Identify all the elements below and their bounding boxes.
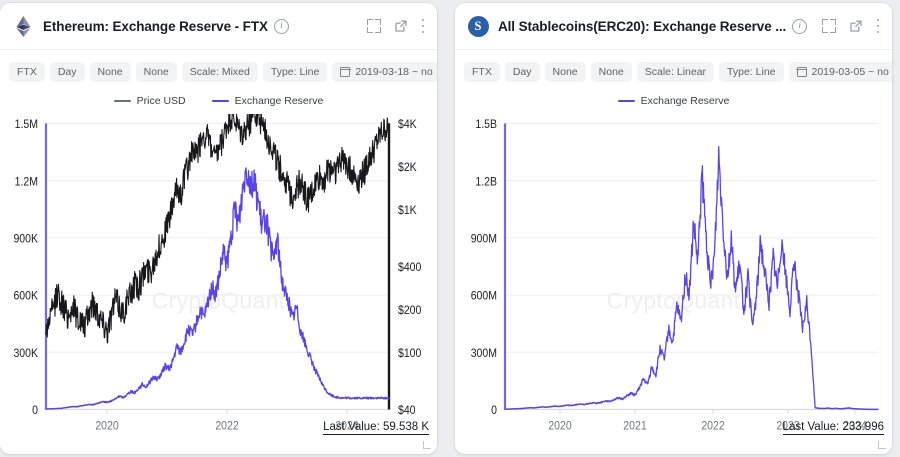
- chip-option-2[interactable]: None: [590, 61, 632, 83]
- chip-exchange[interactable]: FTX: [464, 61, 500, 83]
- page-title: All Stablecoins(ERC20): Exchange Reserve…: [498, 18, 787, 34]
- stablecoin-badge-letter: S: [467, 15, 489, 37]
- info-icon[interactable]: i: [792, 18, 808, 34]
- header-icon-group: [367, 19, 425, 33]
- svg-text:2020: 2020: [95, 420, 118, 433]
- svg-text:2024: 2024: [335, 420, 359, 433]
- legend-swatch-reserve: [211, 99, 229, 103]
- header-icon-group: [822, 19, 880, 33]
- svg-text:$1K: $1K: [398, 205, 417, 218]
- chart-toolbar: FTX Day None None Scale: Linear Type: Li…: [455, 56, 892, 88]
- svg-text:2022: 2022: [215, 420, 238, 433]
- svg-text:1.5M: 1.5M: [15, 118, 38, 131]
- chip-type[interactable]: Type: Line: [719, 61, 784, 83]
- svg-text:2020: 2020: [548, 420, 571, 433]
- legend-label-reserve: Exchange Reserve: [234, 95, 324, 107]
- date-range-label: 2019-03-18 ~ no: [355, 65, 433, 78]
- svg-text:2023: 2023: [776, 420, 799, 433]
- chart-plot-area-ethereum[interactable]: CryptoQuant 0 300K 600K 900K 1.2M 1.5M 2020 202…: [0, 114, 437, 454]
- more-options-icon[interactable]: [876, 19, 880, 33]
- chart-canvas-stablecoins: 0 300M 600M 900M 1.2B 1.5B 2020 2021 2022 2023 202…: [471, 118, 879, 433]
- last-value-label: Last Value: 233.996: [782, 421, 884, 435]
- svg-text:1.5B: 1.5B: [475, 118, 497, 131]
- svg-text:900M: 900M: [471, 233, 497, 246]
- legend-item-exchange-reserve[interactable]: Exchange Reserve: [617, 95, 730, 107]
- last-value-label: Last Value: 59.538 K: [323, 421, 429, 435]
- chart-panel-stablecoins: S All Stablecoins(ERC20): Exchange Reser…: [455, 3, 892, 454]
- resize-handle[interactable]: [423, 441, 431, 449]
- chart-panel-ethereum-ftx: Ethereum: Exchange Reserve - FTX i: [0, 3, 437, 454]
- chip-exchange[interactable]: FTX: [9, 61, 45, 83]
- svg-text:600K: 600K: [13, 290, 38, 303]
- svg-text:2022: 2022: [701, 420, 724, 433]
- chart-legend: Exchange Reserve: [455, 88, 892, 114]
- expand-icon[interactable]: [367, 19, 381, 33]
- page-title: Ethereum: Exchange Reserve - FTX: [43, 18, 268, 34]
- svg-text:0: 0: [32, 404, 38, 417]
- svg-text:$2K: $2K: [398, 161, 417, 174]
- chip-interval[interactable]: Day: [49, 61, 85, 83]
- legend-swatch-reserve: [617, 99, 635, 103]
- ethereum-icon: [12, 15, 34, 37]
- panel-header: S All Stablecoins(ERC20): Exchange Reser…: [455, 3, 892, 50]
- calendar-icon: [796, 67, 807, 77]
- chart-plot-area-stablecoins[interactable]: CryptoQuant 0 300M 600M 900M 1.2B 1.5B 2020 202…: [455, 114, 892, 454]
- svg-text:900K: 900K: [13, 233, 38, 246]
- chip-date-range[interactable]: 2019-03-05 ~ no: [788, 61, 892, 83]
- svg-text:$4K: $4K: [398, 118, 417, 131]
- chip-option-2[interactable]: None: [135, 61, 177, 83]
- chip-option-1[interactable]: None: [89, 61, 131, 83]
- chip-type[interactable]: Type: Line: [262, 61, 328, 83]
- chip-option-1[interactable]: None: [544, 61, 586, 83]
- svg-text:2024: 2024: [843, 420, 867, 433]
- chip-interval[interactable]: Day: [504, 61, 540, 83]
- date-range-label: 2019-03-05 ~ no: [811, 65, 889, 78]
- svg-text:$400: $400: [398, 261, 421, 274]
- info-icon[interactable]: i: [273, 18, 289, 34]
- expand-icon[interactable]: [822, 19, 836, 33]
- chip-date-range[interactable]: 2019-03-18 ~ no: [332, 61, 437, 83]
- chart-canvas-ethereum: 0 300K 600K 900K 1.2M 1.5M 2020 2022 2024 $40 $100…: [13, 114, 421, 433]
- more-options-icon[interactable]: [421, 19, 425, 33]
- chart-toolbar: FTX Day None None Scale: Mixed Type: Lin…: [0, 56, 437, 88]
- svg-text:0: 0: [491, 404, 497, 417]
- legend-swatch-price: [113, 99, 131, 103]
- panel-header: Ethereum: Exchange Reserve - FTX i: [0, 3, 437, 50]
- svg-text:300M: 300M: [471, 347, 497, 360]
- svg-text:$40: $40: [398, 404, 416, 417]
- svg-text:1.2B: 1.2B: [475, 176, 497, 189]
- legend-label-reserve: Exchange Reserve: [640, 95, 730, 107]
- svg-text:1.2M: 1.2M: [15, 176, 38, 189]
- chart-legend: Price USD Exchange Reserve: [0, 88, 437, 114]
- external-link-icon[interactable]: [849, 19, 863, 33]
- legend-item-price-usd[interactable]: Price USD: [113, 95, 186, 107]
- svg-text:$200: $200: [398, 304, 421, 317]
- legend-item-exchange-reserve[interactable]: Exchange Reserve: [211, 95, 324, 107]
- chip-scale[interactable]: Scale: Mixed: [181, 61, 258, 83]
- stablecoin-icon: S: [467, 15, 489, 37]
- svg-text:300K: 300K: [13, 347, 38, 360]
- resize-handle[interactable]: [878, 441, 886, 449]
- chip-scale[interactable]: Scale: Linear: [636, 61, 715, 83]
- svg-text:600M: 600M: [471, 290, 497, 303]
- calendar-icon: [340, 67, 351, 77]
- svg-text:$100: $100: [398, 348, 421, 361]
- svg-text:2021: 2021: [623, 420, 646, 433]
- legend-label-price: Price USD: [136, 95, 186, 107]
- external-link-icon[interactable]: [394, 19, 408, 33]
